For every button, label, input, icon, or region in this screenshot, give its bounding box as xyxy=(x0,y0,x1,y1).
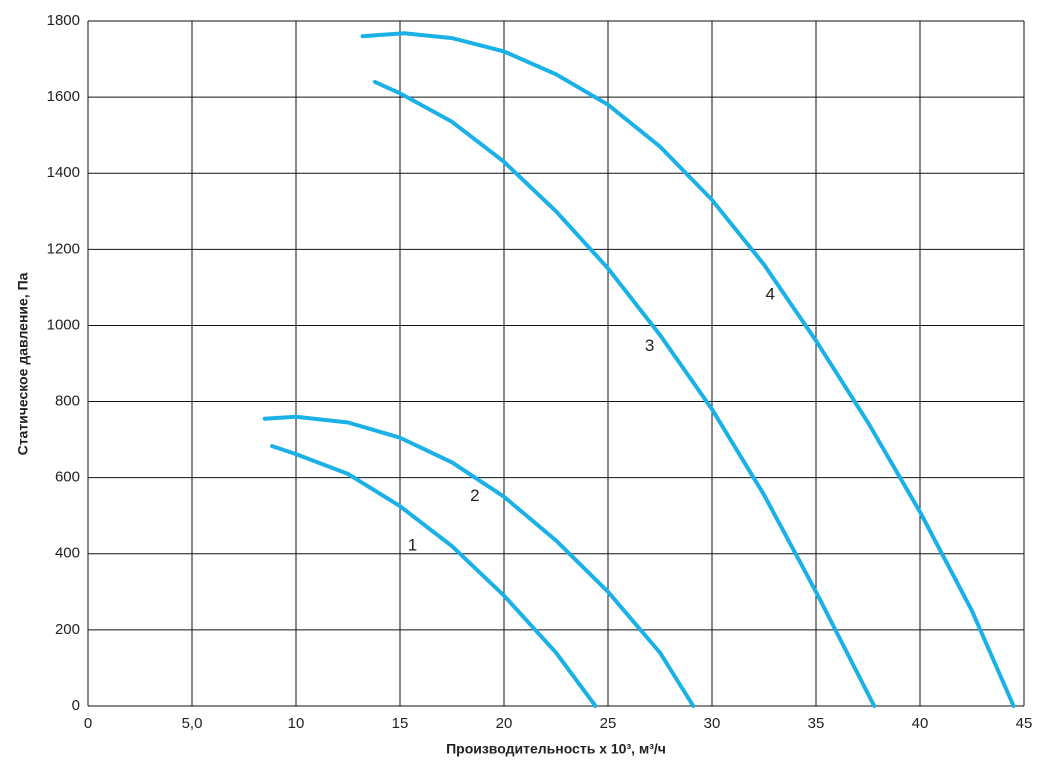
x-tick-label: 10 xyxy=(288,715,305,732)
y-tick-label: 200 xyxy=(55,621,80,638)
y-tick-label: 1600 xyxy=(47,88,80,105)
y-tick-label: 1400 xyxy=(47,164,80,181)
x-tick-label: 5,0 xyxy=(182,715,203,732)
x-tick-label: 30 xyxy=(704,715,721,732)
x-tick-label: 20 xyxy=(496,715,513,732)
y-tick-label: 1800 xyxy=(47,12,80,29)
curve xyxy=(270,444,598,708)
y-tick-label: 400 xyxy=(55,545,80,562)
y-tick-label: 800 xyxy=(55,393,80,410)
curve xyxy=(360,31,1016,708)
y-tick-label: 0 xyxy=(72,697,80,714)
series-label: 3 xyxy=(645,336,654,355)
y-tick-label: 1200 xyxy=(47,240,80,257)
x-axis-label: Производительность x 10³, м³/ч xyxy=(446,741,666,757)
x-tick-label: 25 xyxy=(600,715,617,732)
series-label: 2 xyxy=(470,486,479,505)
y-tick-label: 600 xyxy=(55,469,80,486)
y-axis-label: Статическое давление, Па xyxy=(15,272,31,455)
curve xyxy=(262,414,696,708)
x-tick-label: 0 xyxy=(84,715,92,732)
x-tick-label: 35 xyxy=(808,715,825,732)
series-label: 4 xyxy=(766,284,775,303)
x-tick-label: 45 xyxy=(1016,715,1033,732)
x-tick-label: 40 xyxy=(912,715,929,732)
y-tick-label: 1000 xyxy=(47,316,80,333)
x-tick-label: 15 xyxy=(392,715,409,732)
curve xyxy=(373,79,877,708)
series-label: 1 xyxy=(408,536,417,555)
